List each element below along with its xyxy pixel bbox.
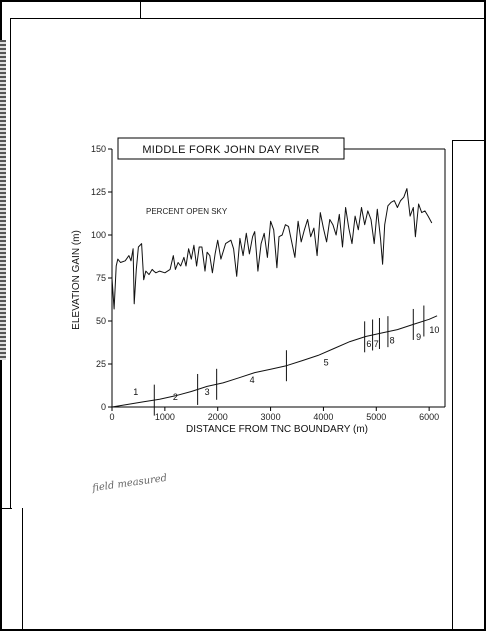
y-tick-label: 0 — [101, 402, 106, 412]
segment-label: 6 — [366, 339, 371, 349]
back-sheet-left — [22, 508, 23, 631]
y-tick-label: 125 — [91, 187, 106, 197]
y-tick-label: 75 — [96, 273, 106, 283]
segment-label: 8 — [390, 335, 395, 345]
top-notch — [140, 0, 141, 18]
segment-label: 4 — [250, 375, 255, 385]
series-layer — [111, 188, 438, 408]
series-line-open-sky — [111, 188, 433, 310]
chart-title: MIDDLE FORK JOHN DAY RIVER — [142, 144, 319, 156]
page-border-bottom — [0, 629, 486, 631]
y-axis-title: ELEVATION GAIN (m) — [71, 230, 82, 330]
inner-sheet-bottom — [0, 508, 12, 509]
segment-label: 9 — [416, 332, 421, 342]
x-tick-label: 0 — [109, 412, 114, 422]
plot-frame — [111, 148, 446, 408]
segment-label: 10 — [429, 325, 439, 335]
segment-label: 1 — [133, 387, 138, 397]
y-tick-label: 50 — [96, 316, 106, 326]
y-tick-label: 25 — [96, 359, 106, 369]
series-line-elevation-gain — [111, 315, 438, 408]
y-tick-label: 150 — [91, 144, 106, 154]
overlap-sheet-left — [452, 140, 453, 631]
series-annotation: PERCENT OPEN SKY — [146, 207, 228, 216]
y-tick-label: 100 — [91, 230, 106, 240]
segment-label: 5 — [324, 358, 329, 368]
x-tick-label: 5000 — [366, 412, 386, 422]
x-tick-label: 6000 — [419, 412, 439, 422]
torn-edge-decoration — [0, 40, 6, 360]
title-box — [117, 137, 345, 160]
segment-label: 3 — [205, 387, 210, 397]
x-tick-label: 1000 — [155, 412, 175, 422]
segment-label: 7 — [374, 339, 379, 349]
segments-layer: 1 2 3 4 5 6 7 8 9 10 — [133, 305, 439, 416]
x-tick-label: 2000 — [208, 412, 228, 422]
x-tick-label: 3000 — [261, 412, 281, 422]
x-tick-label: 4000 — [313, 412, 333, 422]
inner-sheet-left — [10, 18, 11, 508]
page-border-top — [0, 0, 486, 2]
overlap-sheet-top — [452, 140, 486, 141]
x-axis-title: DISTANCE FROM TNC BOUNDARY (m) — [186, 424, 368, 435]
segment-label: 2 — [173, 392, 178, 402]
page-border-right — [484, 0, 486, 631]
inner-sheet-top — [10, 18, 486, 19]
